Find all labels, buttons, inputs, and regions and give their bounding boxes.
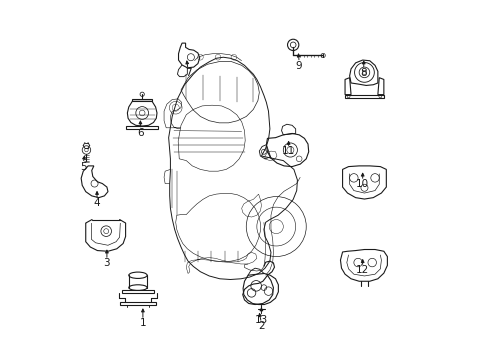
Text: 1: 1: [139, 318, 146, 328]
Text: 8: 8: [360, 68, 366, 78]
Text: 10: 10: [355, 179, 368, 189]
Text: 2: 2: [258, 321, 264, 331]
Text: 11: 11: [282, 147, 295, 157]
Text: 13: 13: [254, 315, 267, 325]
Text: 6: 6: [137, 128, 143, 138]
Text: 12: 12: [355, 265, 368, 275]
Text: 5: 5: [80, 162, 86, 172]
Text: 4: 4: [94, 198, 100, 208]
Text: 3: 3: [103, 258, 110, 268]
Text: 7: 7: [184, 68, 191, 78]
Text: 9: 9: [295, 61, 302, 71]
